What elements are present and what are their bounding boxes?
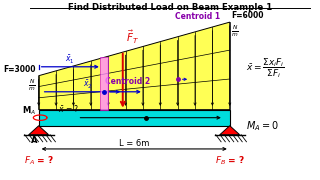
Text: $F_A$ = ?: $F_A$ = ?	[24, 154, 54, 167]
Text: F=3000: F=3000	[3, 65, 36, 74]
Text: $F_B$ = ?: $F_B$ = ?	[215, 154, 245, 167]
Text: $\vec{F}_T$: $\vec{F}_T$	[126, 29, 139, 46]
Text: $\bar{x}_1$: $\bar{x}_1$	[65, 54, 75, 66]
Text: Centroid 1: Centroid 1	[175, 12, 220, 21]
Text: $\frac{N}{m}$: $\frac{N}{m}$	[28, 78, 36, 93]
Polygon shape	[220, 126, 240, 135]
Text: Find Distributed Load on Beam Example 1: Find Distributed Load on Beam Example 1	[68, 3, 272, 12]
Text: Centroid 2: Centroid 2	[105, 77, 150, 86]
Bar	[39, 110, 230, 126]
Polygon shape	[39, 22, 230, 110]
Text: A: A	[31, 136, 37, 145]
Text: L = 6m: L = 6m	[119, 139, 149, 148]
Bar	[100, 57, 108, 110]
Text: $\frac{N}{m}$: $\frac{N}{m}$	[231, 24, 239, 39]
Polygon shape	[29, 126, 49, 135]
Text: $\bar{x}_2$: $\bar{x}_2$	[84, 79, 93, 91]
Text: $\bar{x} = \dfrac{\Sigma x_i F_i}{\Sigma F_i}$: $\bar{x} = \dfrac{\Sigma x_i F_i}{\Sigma…	[246, 57, 285, 80]
Text: M$_A$: M$_A$	[22, 104, 36, 117]
Text: F=6000: F=6000	[231, 11, 264, 20]
Text: $M_A = 0$: $M_A = 0$	[246, 119, 279, 133]
Text: $\bar{x}$ = ?: $\bar{x}$ = ?	[58, 103, 80, 114]
